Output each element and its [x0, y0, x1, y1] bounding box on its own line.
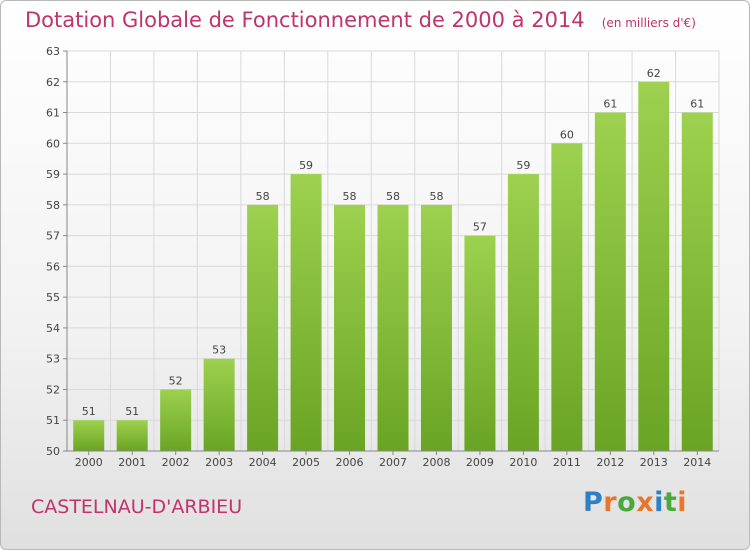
- y-tick-label: 62: [46, 76, 60, 89]
- data-label: 51: [82, 405, 96, 418]
- bar-2000: [73, 420, 105, 451]
- bar-2010: [507, 174, 539, 452]
- logo-letter: i: [654, 487, 664, 518]
- logo-letter: o: [617, 487, 637, 518]
- x-tick-label: 2003: [205, 456, 233, 469]
- bar-2001: [116, 420, 148, 451]
- data-label: 58: [343, 190, 357, 203]
- data-label: 61: [603, 98, 617, 111]
- bars: 51 51 52 53 58 59 58 58 58 57 59 60 61 62 61: [73, 67, 713, 452]
- y-tick-label: 53: [46, 353, 60, 366]
- x-tick-label: 2010: [509, 456, 537, 469]
- data-label: 57: [473, 221, 487, 234]
- bar-2008: [420, 204, 452, 451]
- x-tick-label: 2008: [422, 456, 450, 469]
- x-tick-label: 2009: [466, 456, 494, 469]
- data-label: 53: [212, 344, 226, 357]
- y-tick-label: 51: [46, 414, 60, 427]
- bar-2011: [551, 143, 583, 452]
- data-label: 58: [386, 190, 400, 203]
- proxiti-logo: Proxiti: [583, 487, 687, 518]
- bar-2012: [594, 112, 626, 452]
- data-label: 51: [125, 405, 139, 418]
- bar-2005: [290, 174, 322, 452]
- x-tick-label: 2000: [75, 456, 103, 469]
- axes: 50 51 52 53 54 55 56 57 58 59 60 61 62 63 2000 2001 2002…: [46, 45, 719, 469]
- data-label: 58: [429, 190, 443, 203]
- data-label: 58: [256, 190, 270, 203]
- bar-2004: [247, 204, 279, 451]
- logo-letter: x: [636, 487, 655, 518]
- data-label: 59: [516, 159, 530, 172]
- x-tick-label: 2001: [118, 456, 146, 469]
- data-label: 52: [169, 374, 183, 387]
- x-tick-label: 2014: [683, 456, 711, 469]
- data-label: 60: [560, 128, 574, 141]
- x-tick-label: 2004: [249, 456, 277, 469]
- bar-2013: [638, 81, 670, 452]
- y-tick-label: 55: [46, 291, 60, 304]
- y-tick-label: 63: [46, 45, 60, 58]
- y-tick-label: 59: [46, 168, 60, 181]
- bar-2006: [334, 204, 366, 451]
- y-tick-label: 54: [46, 322, 60, 335]
- logo-letter: t: [663, 487, 678, 518]
- bar-2007: [377, 204, 409, 451]
- chart-title: Dotation Globale de Fonctionnement de 20…: [25, 8, 696, 32]
- y-tick-label: 61: [46, 107, 60, 120]
- y-tick-label: 60: [46, 137, 60, 150]
- bar-2002: [160, 389, 192, 451]
- x-tick-label: 2012: [596, 456, 624, 469]
- data-label: 62: [647, 67, 661, 80]
- data-label: 59: [299, 159, 313, 172]
- logo-letter: r: [603, 487, 618, 518]
- logo-letter: i: [677, 487, 688, 518]
- logo-letter: P: [583, 487, 604, 518]
- bar-2009: [464, 235, 496, 451]
- y-tick-label: 56: [46, 260, 60, 273]
- y-tick-label: 58: [46, 199, 60, 212]
- y-tick-label: 57: [46, 230, 60, 243]
- bar-2003: [203, 358, 235, 451]
- x-tick-label: 2006: [336, 456, 364, 469]
- chart-unit: (en milliers d'€): [601, 16, 696, 30]
- x-tick-label: 2007: [379, 456, 407, 469]
- chart-title-text: Dotation Globale de Fonctionnement de 20…: [25, 8, 585, 32]
- data-label: 61: [690, 98, 704, 111]
- bar-2014: [681, 112, 713, 452]
- commune-name: CASTELNAU-D'ARBIEU: [31, 496, 243, 518]
- x-tick-label: 2013: [640, 456, 668, 469]
- x-tick-label: 2005: [292, 456, 320, 469]
- y-tick-label: 52: [46, 383, 60, 396]
- x-tick-label: 2011: [553, 456, 581, 469]
- x-tick-label: 2002: [162, 456, 190, 469]
- y-tick-label: 50: [46, 445, 60, 458]
